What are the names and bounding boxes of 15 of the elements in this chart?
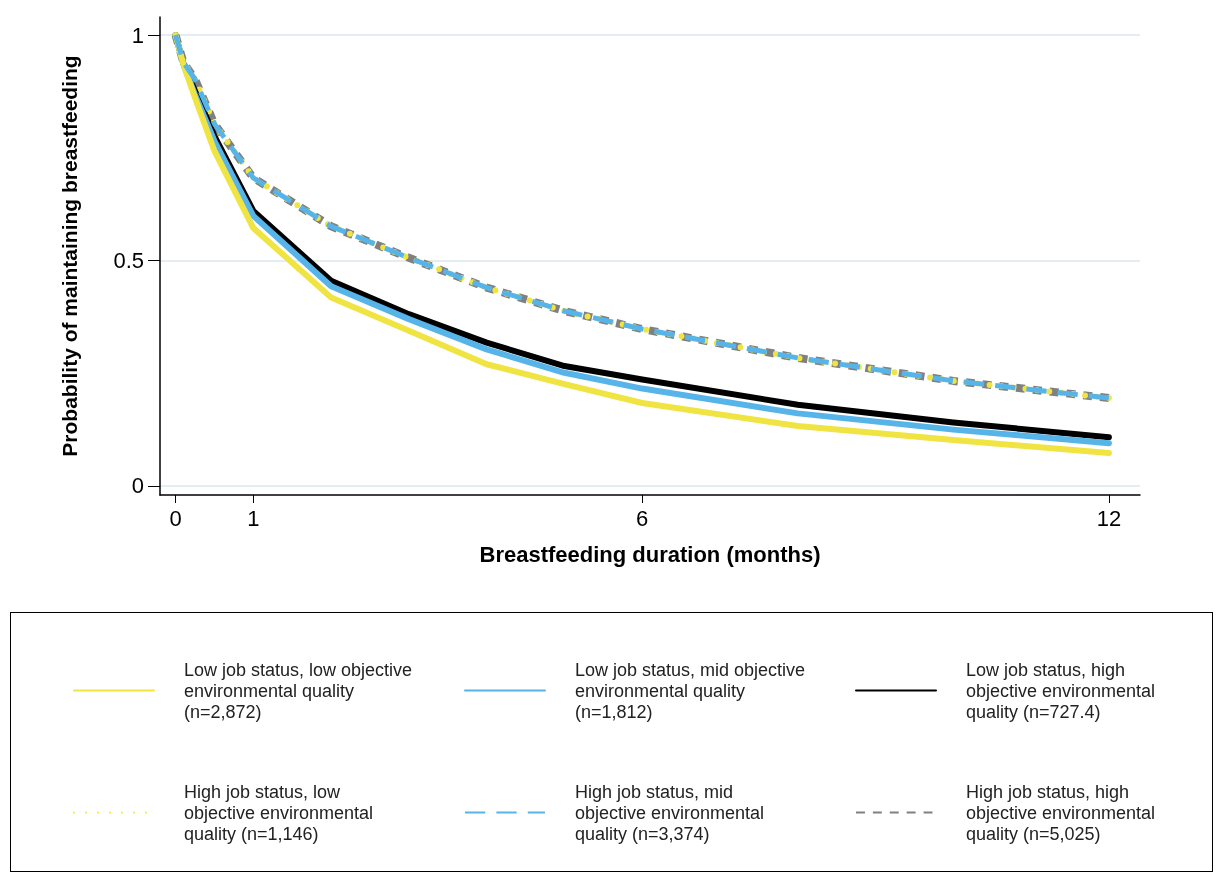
x-tick-label: 1 <box>247 505 260 531</box>
legend-label: Low job status, high objective environmental quality (n=727.4) <box>966 659 1156 722</box>
legend-label: Low job status, low objective environmental quality (n=2,872) <box>184 659 413 722</box>
y-axis-title: Probability of maintaining breastfeeding <box>58 55 81 457</box>
legend-label: Low job status, mid objective environmental quality (n=1,812) <box>575 659 806 722</box>
legend-label: High job status, high objective environmental quality (n=5,025) <box>966 781 1156 844</box>
legend-label: High job status, low objective environmental quality (n=1,146) <box>184 781 374 844</box>
y-tick-label: 0.5 <box>113 248 144 274</box>
y-tick-label: 0 <box>131 473 144 499</box>
x-tick-label: 6 <box>636 505 649 531</box>
x-tick-label: 0 <box>169 505 182 531</box>
legend-label: High job status, mid objective environmental quality (n=3,374) <box>575 781 765 844</box>
y-tick-label: 1 <box>131 22 144 48</box>
x-axis-title: Breastfeeding duration (months) <box>479 541 821 567</box>
x-tick-label: 12 <box>1096 505 1122 531</box>
